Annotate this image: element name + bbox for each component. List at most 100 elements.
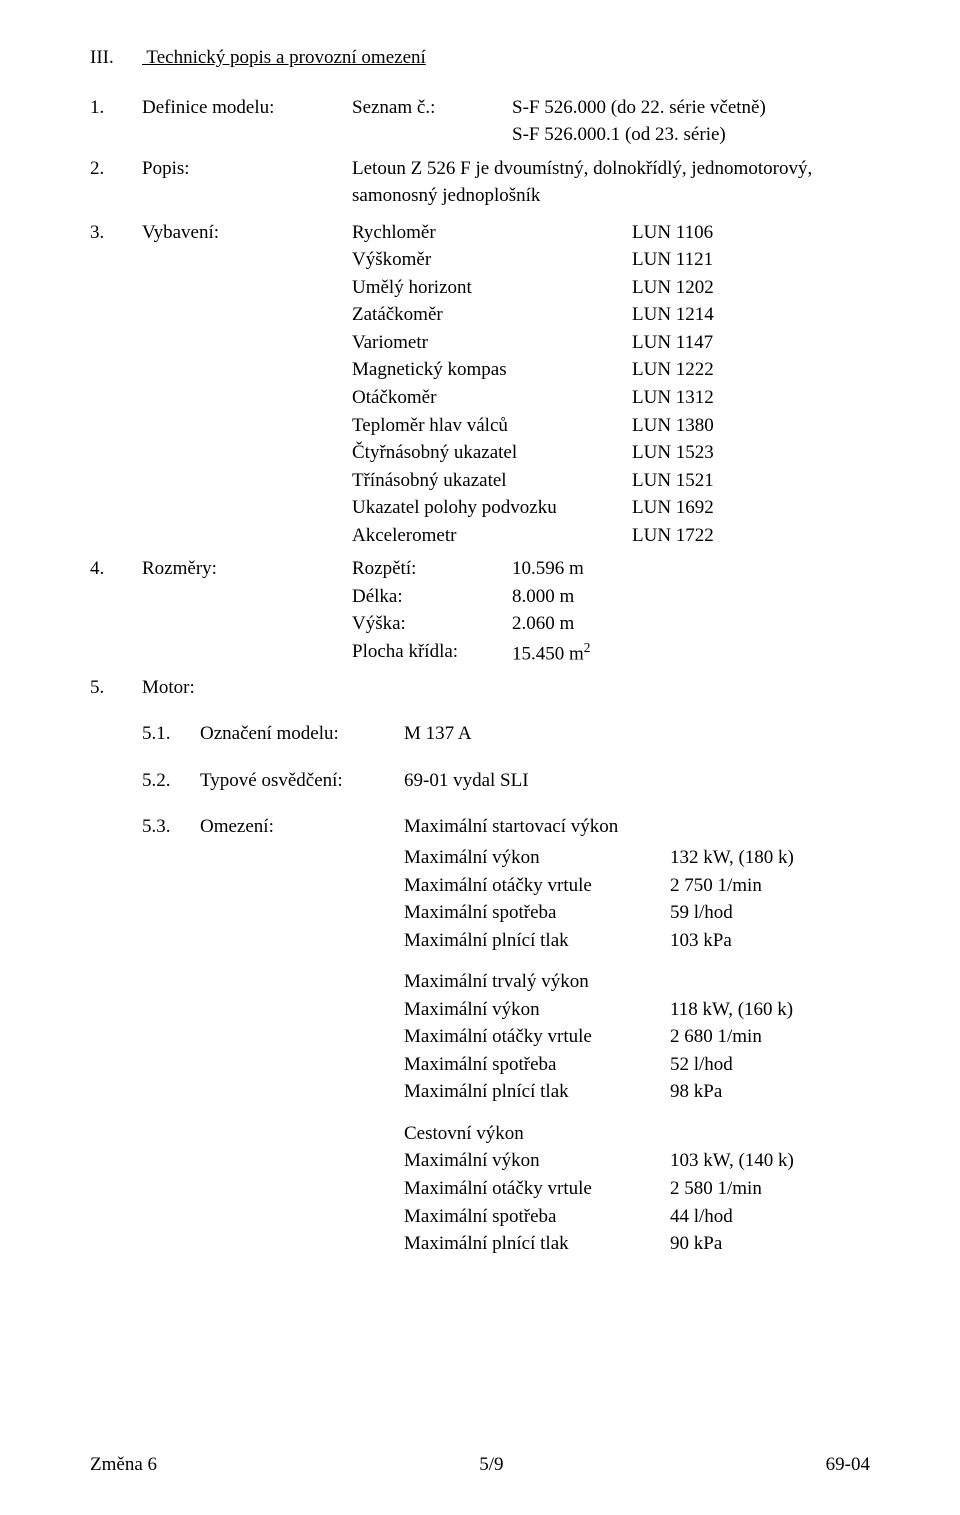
sub-5-1-value: M 137 A [404, 720, 870, 748]
limit-group-title: Maximální trvalý výkon [404, 968, 870, 996]
equipment-row: Čtyřnásobný ukazatelLUN 1523 [90, 439, 870, 467]
limit-row: Maximální plnící tlak103 kPa [404, 927, 870, 955]
limit-row: Maximální výkon118 kW, (160 k) [404, 996, 870, 1024]
section-title-text: Technický popis a provozní omezení [146, 47, 425, 68]
sub-5-2-num: 5.2. [90, 767, 200, 795]
dimension-row: Výška:2.060 m [90, 610, 870, 638]
limit-group: Maximální výkon118 kW, (160 k)Maximální … [90, 996, 870, 1106]
equipment-code: LUN 1523 [632, 439, 870, 467]
sub-5-1: 5.1. Označení modelu: M 137 A [90, 720, 870, 748]
limit-row: Maximální spotřeba59 l/hod [404, 899, 870, 927]
equipment-name: Výškoměr [352, 246, 632, 274]
seznam-label: Seznam č.: [352, 97, 435, 118]
item-3: 3.Vybavení:RychloměrLUN 1106VýškoměrLUN … [90, 219, 870, 550]
limit-value: 132 kW, (180 k) [670, 844, 870, 872]
limit-label: Maximální výkon [404, 844, 670, 872]
item-1-line1: S-F 526.000 (do 22. série včetně) [512, 97, 766, 118]
sub-5-3: 5.3.Omezení:Maximální startovací výkonMa… [90, 813, 870, 1257]
equipment-row: 3.Vybavení: RychloměrLUN 1106 [90, 219, 870, 247]
equipment-code: LUN 1214 [632, 301, 870, 329]
page-footer: Změna 6 5/9 69-04 [90, 1451, 870, 1479]
item-3-num: 3. [90, 219, 142, 247]
limit-value: 2 680 1/min [670, 1023, 870, 1051]
dimension-value: 2.060 m [512, 610, 870, 638]
equipment-name: Čtyřnásobný ukazatel [352, 439, 632, 467]
limit-label: Maximální spotřeba [404, 1203, 670, 1231]
dimension-value: 10.596 m [512, 555, 870, 583]
limit-row: Maximální výkon132 kW, (180 k) [404, 844, 870, 872]
limit-row: Maximální výkon103 kW, (140 k) [404, 1147, 870, 1175]
dimension-label: Plocha křídla: [352, 638, 512, 668]
equipment-row: ZatáčkoměrLUN 1214 [90, 301, 870, 329]
equipment-row: Teploměr hlav válcůLUN 1380 [90, 412, 870, 440]
limit-label: Maximální plnící tlak [404, 1230, 670, 1258]
limit-group-title: Maximální startovací výkon [404, 813, 870, 841]
limit-row: Maximální otáčky vrtule2 580 1/min [404, 1175, 870, 1203]
item-4-num: 4. [90, 555, 142, 583]
section-title: III. Technický popis a provozní omezení [90, 44, 870, 72]
equipment-row: Magnetický kompasLUN 1222 [90, 356, 870, 384]
equipment-name: Akcelerometr [352, 522, 632, 550]
equipment-name: Teploměr hlav válců [352, 412, 632, 440]
equipment-code: LUN 1521 [632, 467, 870, 495]
sub-5-2: 5.2. Typové osvědčení: 69-01 vydal SLI [90, 767, 870, 795]
dimension-value: 15.450 m2 [512, 638, 870, 668]
dimension-row: Plocha křídla:15.450 m2 [90, 638, 870, 668]
sub-5-2-label: Typové osvědčení: [200, 767, 404, 795]
limit-group: Maximální výkon103 kW, (140 k)Maximální … [90, 1147, 870, 1257]
page: III. Technický popis a provozní omezení … [0, 0, 960, 1515]
equipment-code: LUN 1106 [632, 219, 870, 247]
item-1-left: 1.Definice modelu: [90, 94, 352, 122]
limit-value: 2 580 1/min [670, 1175, 870, 1203]
equipment-code: LUN 1380 [632, 412, 870, 440]
limit-value: 90 kPa [670, 1230, 870, 1258]
item-5-label: Motor: [142, 674, 352, 702]
item-1-seznam: Seznam č.: [352, 94, 512, 122]
equipment-code: LUN 1202 [632, 274, 870, 302]
limit-row: Maximální plnící tlak90 kPa [404, 1230, 870, 1258]
sub-5-3-num: 5.3. [90, 813, 200, 841]
equipment-name: Třínásobný ukazatel [352, 467, 632, 495]
limit-row: Maximální spotřeba52 l/hod [404, 1051, 870, 1079]
equipment-row: VariometrLUN 1147 [90, 329, 870, 357]
limit-label: Maximální otáčky vrtule [404, 872, 670, 900]
sub-5-2-value: 69-01 vydal SLI [404, 767, 870, 795]
equipment-name: Rychloměr [352, 219, 632, 247]
equipment-name: Umělý horizont [352, 274, 632, 302]
sub-5-3-head: 5.3.Omezení:Maximální startovací výkon [90, 813, 870, 841]
limit-label: Maximální spotřeba [404, 1051, 670, 1079]
limit-value: 44 l/hod [670, 1203, 870, 1231]
limit-value: 98 kPa [670, 1078, 870, 1106]
limit-label: Maximální otáčky vrtule [404, 1023, 670, 1051]
limit-value: 118 kW, (160 k) [670, 996, 870, 1024]
equipment-row: VýškoměrLUN 1121 [90, 246, 870, 274]
item-4: 4.Rozměry:Rozpětí:10.596 mDélka:8.000 mV… [90, 555, 870, 668]
equipment-name: Variometr [352, 329, 632, 357]
limit-label: Maximální výkon [404, 996, 670, 1024]
item-1-value: S-F 526.000 (do 22. série včetně) [512, 94, 870, 122]
dimension-row: 4.Rozměry:Rozpětí:10.596 m [90, 555, 870, 583]
equipment-row: Ukazatel polohy podvozkuLUN 1692 [90, 494, 870, 522]
equipment-code: LUN 1222 [632, 356, 870, 384]
limit-group: Maximální výkon132 kW, (180 k)Maximální … [90, 844, 870, 954]
limit-row: Maximální otáčky vrtule2 680 1/min [404, 1023, 870, 1051]
item-2-num: 2. [90, 155, 142, 183]
footer-right: 69-04 [826, 1451, 870, 1479]
item-5-num: 5. [90, 674, 142, 702]
sub-5-1-num: 5.1. [90, 720, 200, 748]
sub-5-1-label: Označení modelu: [200, 720, 404, 748]
item-1-row: 1.Definice modelu: Seznam č.: S-F 526.00… [90, 94, 870, 122]
limit-value: 59 l/hod [670, 899, 870, 927]
dimension-label: Délka: [352, 583, 512, 611]
limit-value: 103 kPa [670, 927, 870, 955]
equipment-code: LUN 1121 [632, 246, 870, 274]
limit-row: Maximální plnící tlak98 kPa [404, 1078, 870, 1106]
item-2-label: Popis: [142, 155, 352, 183]
superscript: 2 [584, 640, 591, 655]
limit-row: Maximální spotřeba44 l/hod [404, 1203, 870, 1231]
item-3-label: Vybavení: [142, 222, 219, 243]
equipment-row: Třínásobný ukazatelLUN 1521 [90, 467, 870, 495]
item-5-row: 5. Motor: [90, 674, 870, 702]
limit-label: Maximální spotřeba [404, 899, 670, 927]
sub-5-3-label: Omezení: [200, 813, 404, 841]
